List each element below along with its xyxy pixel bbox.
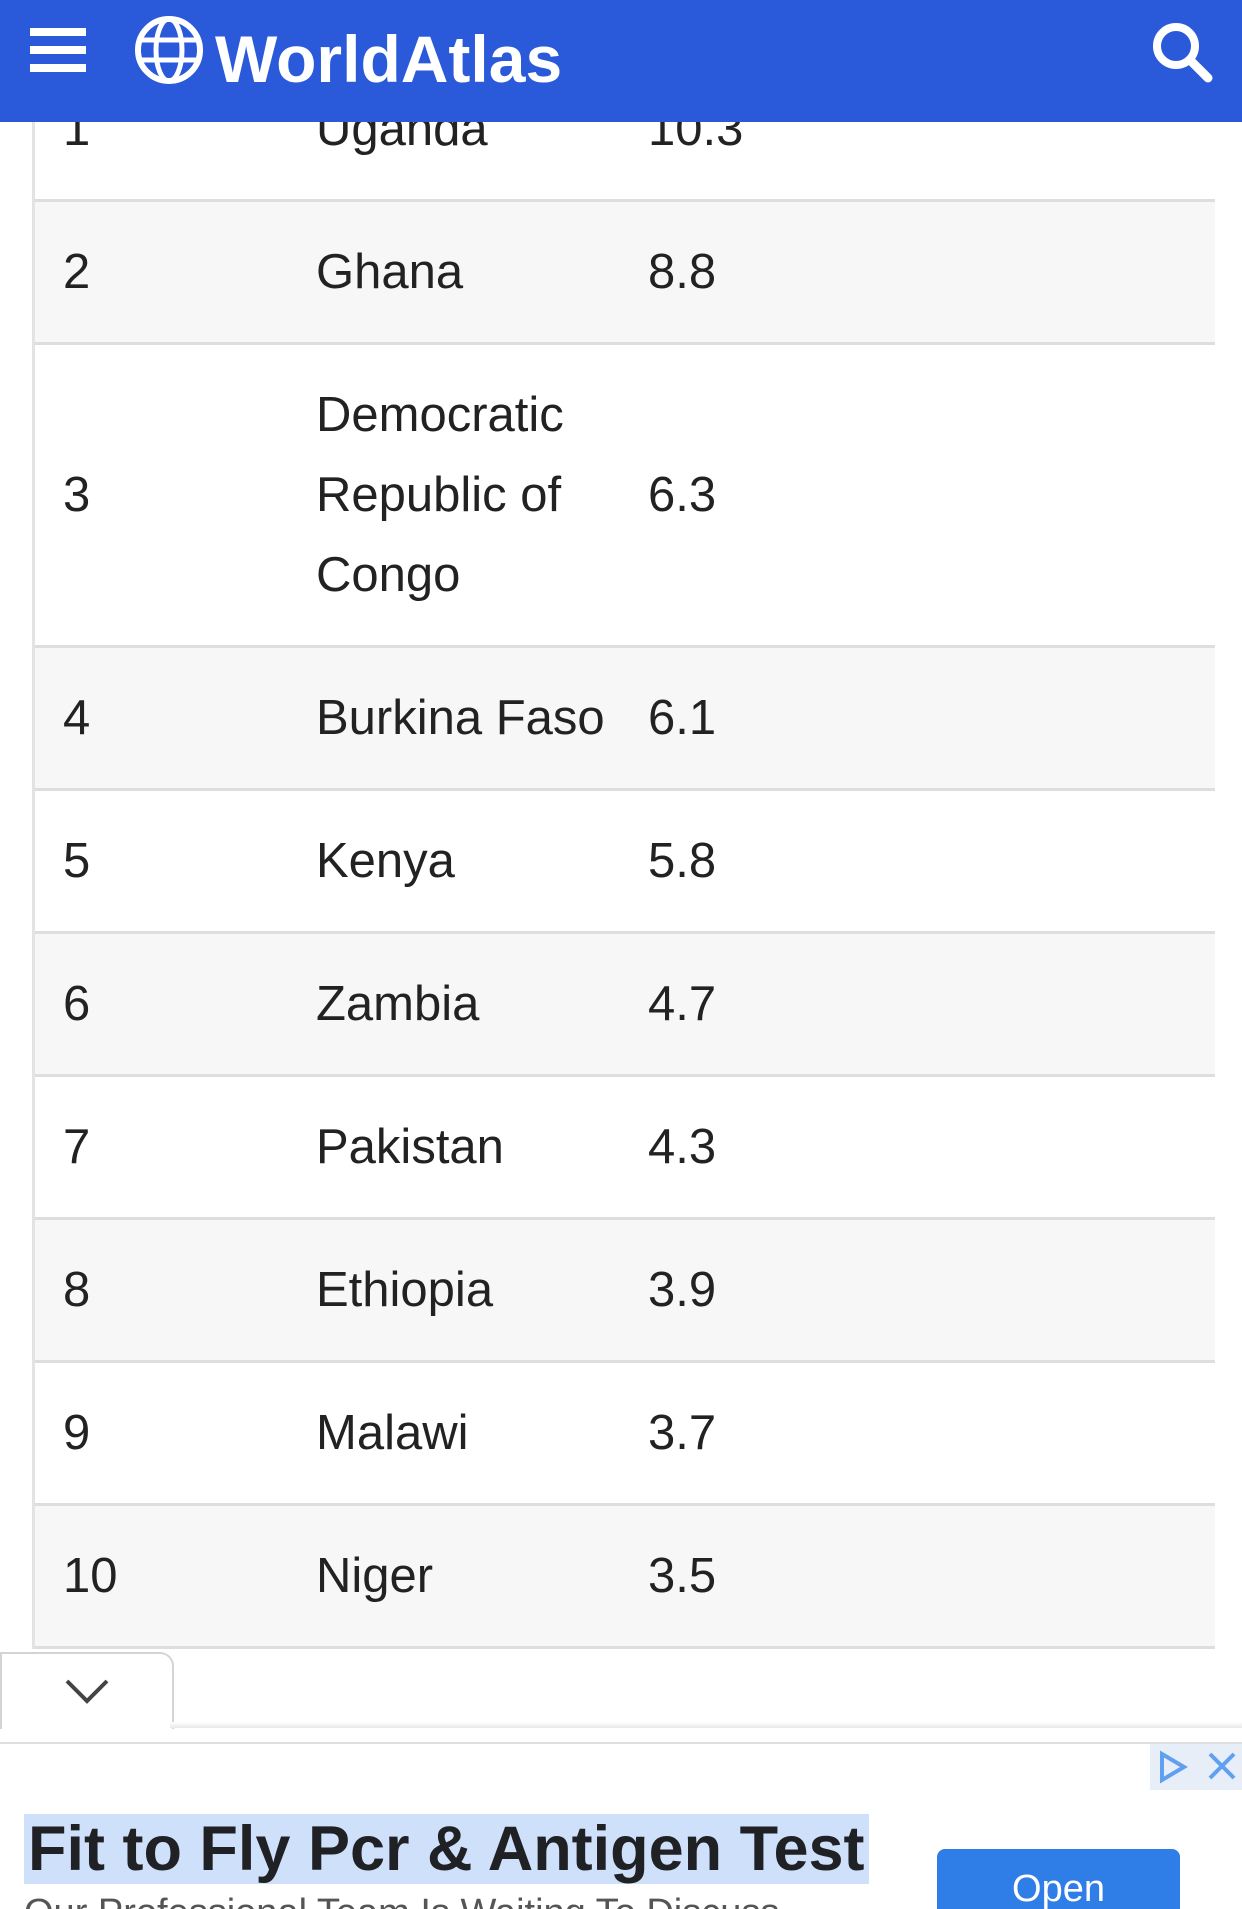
table-row: 5 Kenya 5.8 bbox=[35, 789, 1215, 934]
search-button[interactable] bbox=[1150, 20, 1214, 84]
table-row: 4 Burkina Faso 6.1 bbox=[35, 646, 1215, 791]
value-cell: 3.5 bbox=[648, 1504, 1215, 1649]
rank-cell: 10 bbox=[35, 1504, 316, 1649]
collapse-tab[interactable] bbox=[0, 1652, 174, 1729]
country-cell: Burkina Faso bbox=[316, 646, 648, 791]
chevron-icon bbox=[65, 1679, 109, 1704]
table-container: 1 Uganda 10.3 2 Ghana 8.8 3 Democratic Republic… bbox=[32, 59, 1215, 1649]
ranking-table: 1 Uganda 10.3 2 Ghana 8.8 3 Democratic Republic… bbox=[35, 59, 1215, 1649]
rank-cell: 6 bbox=[35, 932, 316, 1077]
value-cell: 4.7 bbox=[648, 932, 1215, 1077]
country-cell: Malawi bbox=[316, 1361, 648, 1506]
logo[interactable]: WorldAtlas bbox=[215, 22, 563, 96]
rank-cell: 3 bbox=[35, 343, 316, 648]
table-row: 8 Ethiopia 3.9 bbox=[35, 1218, 1215, 1363]
top-bar: WorldAtlas bbox=[0, 0, 1242, 122]
rank-cell: 7 bbox=[35, 1075, 316, 1220]
ad-shadow bbox=[170, 1722, 1242, 1728]
country-cell: Niger bbox=[316, 1504, 648, 1649]
ad-controls[interactable] bbox=[1150, 1744, 1242, 1790]
ad-title[interactable]: Fit to Fly Pcr & Antigen Test bbox=[24, 1814, 869, 1884]
table-row: 9 Malawi 3.7 bbox=[35, 1361, 1215, 1506]
country-cell: Ethiopia bbox=[316, 1218, 648, 1363]
value-cell: 6.1 bbox=[648, 646, 1215, 791]
value-cell: 3.7 bbox=[648, 1361, 1215, 1506]
value-cell: 8.8 bbox=[648, 200, 1215, 345]
rank-cell: 9 bbox=[35, 1361, 316, 1506]
table-row: 10 Niger 3.5 bbox=[35, 1504, 1215, 1649]
country-cell: Pakistan bbox=[316, 1075, 648, 1220]
value-cell: 6.3 bbox=[648, 343, 1215, 648]
country-cell: Ghana bbox=[316, 200, 648, 345]
rank-cell: 5 bbox=[35, 789, 316, 934]
table-row: 3 Democratic Republic of Congo 6.3 bbox=[35, 343, 1215, 648]
value-cell: 4.3 bbox=[648, 1075, 1215, 1220]
rank-cell: 8 bbox=[35, 1218, 316, 1363]
value-cell: 3.9 bbox=[648, 1218, 1215, 1363]
table-row: 2 Ghana 8.8 bbox=[35, 200, 1215, 345]
ad-text: Our Professional Team Is Waiting To Disc… bbox=[24, 1892, 779, 1909]
country-cell: Democratic Republic of Congo bbox=[316, 343, 648, 648]
ad-banner: Fit to Fly Pcr & Antigen Test Our Profes… bbox=[0, 1742, 1242, 1909]
country-cell: Kenya bbox=[316, 789, 648, 934]
table-row: 7 Pakistan 4.3 bbox=[35, 1075, 1215, 1220]
rank-cell: 4 bbox=[35, 646, 316, 791]
value-cell: 5.8 bbox=[648, 789, 1215, 934]
ad-button[interactable]: Open bbox=[937, 1849, 1180, 1909]
table-row: 6 Zambia 4.7 bbox=[35, 932, 1215, 1077]
menu-button[interactable] bbox=[30, 28, 88, 72]
logo-icon bbox=[135, 16, 203, 84]
rank-cell: 2 bbox=[35, 200, 316, 345]
country-cell: Zambia bbox=[316, 932, 648, 1077]
